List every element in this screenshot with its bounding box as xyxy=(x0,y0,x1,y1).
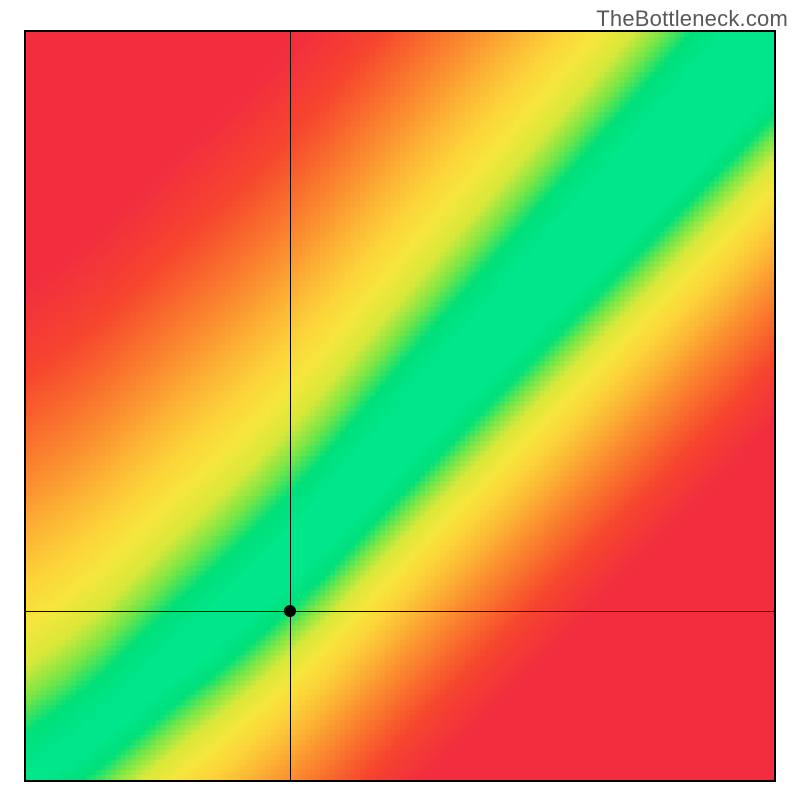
bottleneck-heatmap xyxy=(26,32,774,780)
watermark-text: TheBottleneck.com xyxy=(596,6,788,32)
selection-marker xyxy=(284,605,296,617)
crosshair-vertical xyxy=(290,32,291,780)
chart-container: TheBottleneck.com xyxy=(0,0,800,800)
crosshair-horizontal xyxy=(26,611,774,612)
plot-area xyxy=(24,30,776,782)
